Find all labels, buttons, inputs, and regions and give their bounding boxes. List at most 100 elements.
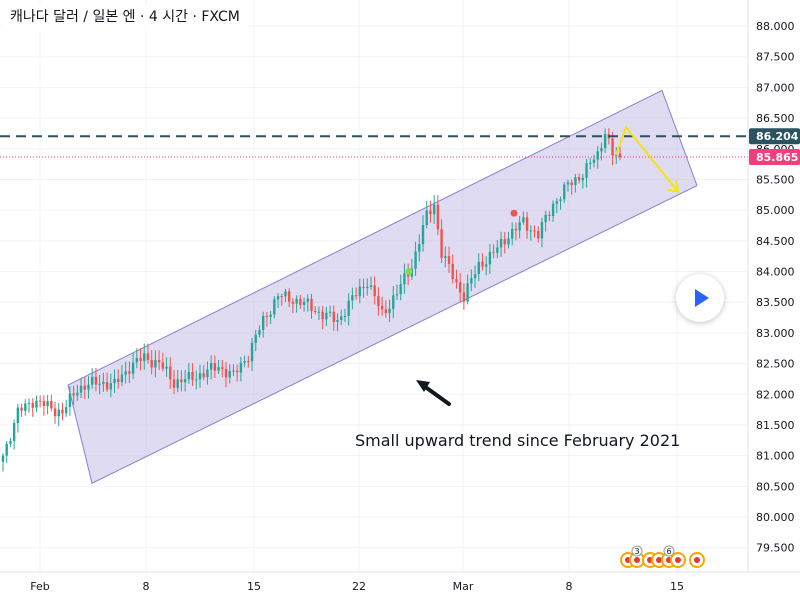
candle <box>165 357 168 377</box>
event-badge[interactable] <box>689 552 705 568</box>
candle <box>269 311 272 324</box>
parallel-channel[interactable] <box>67 89 698 484</box>
candle <box>50 394 53 412</box>
candle <box>113 369 116 393</box>
candle <box>511 222 514 246</box>
svg-text:86.204: 86.204 <box>756 130 799 143</box>
candle <box>522 211 525 225</box>
time-axis[interactable]: Feb 8 15 22 Mar 8 15 <box>0 571 800 598</box>
candle <box>221 360 224 378</box>
candle <box>618 146 622 161</box>
candle <box>325 306 328 327</box>
candle <box>533 225 536 238</box>
candle <box>276 293 280 309</box>
candle <box>198 364 202 388</box>
candle <box>161 352 165 372</box>
candle <box>525 211 529 239</box>
play-icon <box>695 289 709 307</box>
candle <box>265 312 269 327</box>
candle <box>451 254 454 284</box>
candle <box>455 269 458 289</box>
candle <box>57 402 60 426</box>
candle <box>16 403 20 433</box>
time-tick-label: 15 <box>670 580 684 593</box>
candle <box>351 287 354 310</box>
price-tick-label: 84.000 <box>756 266 795 279</box>
candle <box>503 232 506 254</box>
candle <box>551 200 555 222</box>
candle <box>31 398 34 417</box>
price-tick-label: 87.000 <box>756 81 795 94</box>
channel-band[interactable] <box>67 89 698 484</box>
time-tick-label: 8 <box>566 580 573 593</box>
candle <box>284 288 287 302</box>
candle <box>518 216 521 239</box>
candle <box>444 246 447 268</box>
candle <box>117 369 120 389</box>
sell-signal-dot <box>510 209 518 217</box>
candle <box>555 198 559 214</box>
event-badge-count: 3 <box>634 547 639 556</box>
candle <box>470 269 473 292</box>
candle <box>105 372 109 392</box>
candle <box>306 294 309 312</box>
price-levels <box>0 135 748 158</box>
level-price-tag: 86.204 <box>749 128 800 145</box>
replay-button[interactable] <box>676 274 724 322</box>
arrow-icon[interactable] <box>416 380 451 406</box>
candle <box>366 278 369 296</box>
candle <box>340 309 343 326</box>
event-badge[interactable] <box>670 552 686 568</box>
candle <box>403 263 406 294</box>
candle <box>581 173 585 189</box>
price-tick-label: 80.500 <box>756 480 795 493</box>
candle <box>135 348 139 369</box>
candle <box>191 363 194 386</box>
candle <box>27 398 31 413</box>
candle <box>600 142 603 161</box>
candle <box>418 234 421 262</box>
svg-text:85.865: 85.865 <box>756 151 798 164</box>
candle <box>358 278 362 304</box>
candle <box>224 362 228 388</box>
price-tick-label: 86.500 <box>756 112 795 125</box>
price-tick-label: 85.500 <box>756 173 795 186</box>
candle <box>273 296 276 319</box>
candle <box>373 276 376 305</box>
candle <box>20 403 23 417</box>
projection-path[interactable] <box>615 125 679 193</box>
candle <box>440 219 443 264</box>
candle <box>377 287 380 316</box>
candle <box>209 355 213 380</box>
candle <box>102 372 105 392</box>
candle <box>131 352 135 379</box>
candle <box>261 311 265 338</box>
candle <box>291 298 295 314</box>
time-axis-bg <box>0 572 800 598</box>
candle <box>280 293 283 306</box>
candle <box>362 278 365 298</box>
candle <box>183 369 187 392</box>
candle <box>195 370 198 390</box>
candle <box>35 395 38 413</box>
candle <box>299 294 302 309</box>
candle <box>128 361 131 384</box>
candle <box>529 225 532 241</box>
candle <box>206 361 209 385</box>
candle <box>540 217 544 248</box>
candle <box>477 253 480 282</box>
candle <box>574 173 577 193</box>
price-tick-label: 83.500 <box>756 296 795 309</box>
event-badge[interactable]: 3 <box>629 545 645 568</box>
candle <box>384 300 388 318</box>
candle <box>492 244 495 259</box>
candle <box>180 370 183 392</box>
candle <box>369 276 373 290</box>
candle <box>310 293 313 319</box>
price-tick-label: 83.000 <box>756 327 795 340</box>
price-axis[interactable]: 79.500 80.000 80.500 81.000 81.500 82.000 82.5… <box>747 0 800 598</box>
price-tick-label: 82.000 <box>756 388 795 401</box>
price-tick-label: 81.000 <box>756 450 795 463</box>
